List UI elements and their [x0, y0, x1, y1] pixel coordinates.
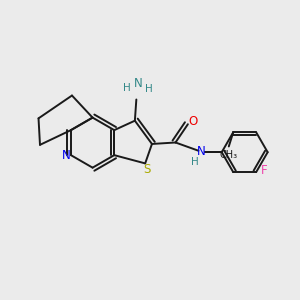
Text: H: H — [145, 84, 153, 94]
Text: N: N — [197, 145, 206, 158]
Text: CH₃: CH₃ — [220, 150, 238, 160]
Text: N: N — [134, 77, 142, 90]
Text: H: H — [191, 157, 199, 167]
Text: H: H — [123, 83, 131, 93]
Text: S: S — [143, 164, 150, 176]
Text: N: N — [62, 149, 71, 162]
Text: F: F — [261, 164, 268, 177]
Text: O: O — [188, 116, 198, 128]
